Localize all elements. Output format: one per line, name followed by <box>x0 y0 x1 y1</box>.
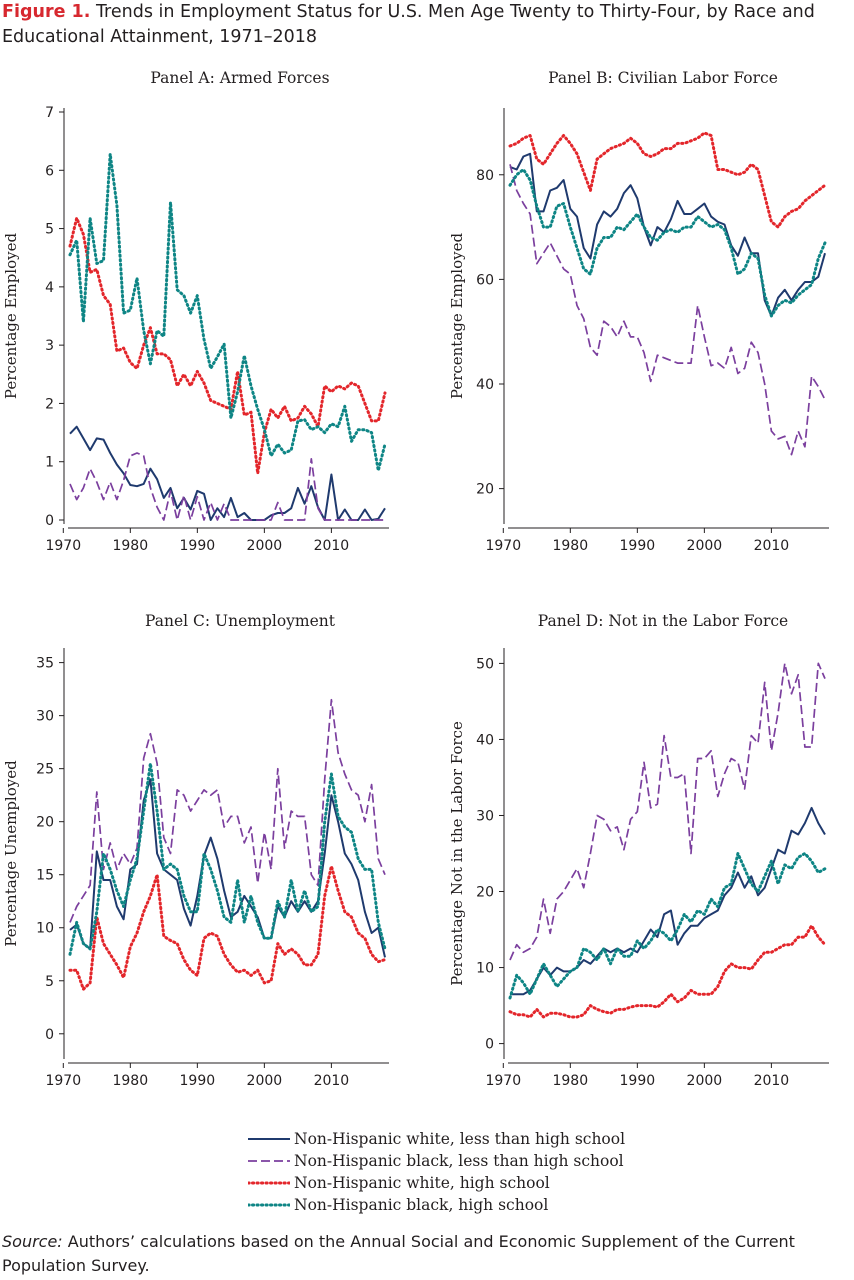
legend: Non-Hispanic white, less than high schoo… <box>248 1128 625 1216</box>
y-tick-label: 4 <box>45 280 54 296</box>
y-tick-label: 3 <box>45 338 54 354</box>
legend-swatch <box>248 1181 290 1185</box>
legend-swatch <box>248 1138 290 1140</box>
y-tick-label: 0 <box>45 1027 54 1043</box>
legend-label: Non-Hispanic black, less than high schoo… <box>294 1152 624 1170</box>
legend-item: Non-Hispanic black, high school <box>248 1194 625 1216</box>
chart-panel: Panel B: Civilian Labor Force Percentage … <box>448 69 829 554</box>
y-tick-label: 0 <box>485 1037 494 1053</box>
y-tick-label: 60 <box>476 272 494 288</box>
x-tick-label: 2010 <box>314 538 350 554</box>
series-line-3 <box>508 924 827 1019</box>
x-tick-label: 1980 <box>112 538 148 554</box>
x-tick-label: 1980 <box>112 1073 148 1089</box>
x-tick-label: 2000 <box>247 538 283 554</box>
series-line-3 <box>68 216 387 475</box>
x-tick-label: 1970 <box>485 1073 521 1089</box>
legend-swatch <box>248 1203 290 1207</box>
series-line-2 <box>509 662 826 961</box>
series-line-1 <box>510 806 826 996</box>
legend-swatch <box>248 1160 290 1162</box>
figure-title: Figure 1. Trends in Employment Status fo… <box>2 0 852 50</box>
panel-title: Panel A: Armed Forces <box>150 69 329 87</box>
series-line-4 <box>508 168 827 318</box>
legend-label: Non-Hispanic black, high school <box>294 1196 549 1214</box>
y-axis-label: Percentage Employed <box>2 233 20 400</box>
y-tick-label: 0 <box>45 513 54 529</box>
series-line-3 <box>68 864 387 991</box>
panel-title: Panel C: Unemployment <box>145 612 336 630</box>
y-tick-label: 50 <box>476 656 494 672</box>
x-tick-label: 2000 <box>687 538 723 554</box>
y-tick-label: 5 <box>45 222 54 238</box>
series-line-2 <box>69 698 386 923</box>
legend-label: Non-Hispanic white, less than high schoo… <box>294 1130 626 1148</box>
x-tick-label: 2010 <box>314 1073 350 1089</box>
figure-label: Figure 1. <box>2 2 91 22</box>
y-tick-label: 15 <box>36 868 54 884</box>
y-tick-label: 20 <box>476 482 494 498</box>
y-tick-label: 30 <box>36 709 54 725</box>
y-tick-label: 40 <box>476 377 494 393</box>
x-tick-label: 1990 <box>620 1073 656 1089</box>
y-tick-label: 20 <box>476 885 494 901</box>
y-tick-label: 25 <box>36 762 54 778</box>
x-tick-label: 1990 <box>620 538 656 554</box>
series-line-3 <box>508 131 827 229</box>
panel-title: Panel B: Civilian Labor Force <box>548 69 778 87</box>
legend-item: Non-Hispanic white, high school <box>248 1172 625 1194</box>
y-axis-label: Percentage Unemployed <box>2 760 20 947</box>
series-line-2 <box>69 452 385 521</box>
legend-label: Non-Hispanic white, high school <box>294 1174 550 1192</box>
y-axis-label: Percentage Employed <box>448 233 466 400</box>
y-tick-label: 5 <box>45 974 54 990</box>
x-tick-label: 1970 <box>485 538 521 554</box>
source-note: Source: Authors’ calculations based on t… <box>2 1230 852 1278</box>
source-text: Authors’ calculations based on the Annua… <box>2 1232 795 1275</box>
y-tick-label: 40 <box>476 732 494 748</box>
x-tick-label: 1990 <box>180 1073 216 1089</box>
x-tick-label: 1980 <box>552 538 588 554</box>
legend-item: Non-Hispanic black, less than high schoo… <box>248 1150 625 1172</box>
y-tick-label: 2 <box>45 396 54 412</box>
x-tick-label: 2000 <box>687 1073 723 1089</box>
series-line-1 <box>69 778 386 958</box>
chart-panel: Panel C: Unemployment Percentage Unemploy… <box>2 612 389 1089</box>
x-tick-label: 1970 <box>45 538 81 554</box>
chart-panel: Panel A: Armed Forces Percentage Employed… <box>2 69 389 554</box>
series-line-4 <box>68 152 387 472</box>
panel-title: Panel D: Not in the Labor Force <box>538 612 788 630</box>
series-line-4 <box>68 761 387 956</box>
y-tick-label: 6 <box>45 163 54 179</box>
y-tick-label: 10 <box>36 921 54 937</box>
series-line-2 <box>509 164 826 456</box>
chart-panel: Panel D: Not in the Labor Force Percentag… <box>448 612 829 1089</box>
x-tick-label: 2010 <box>754 1073 790 1089</box>
series-line-1 <box>69 425 386 521</box>
source-lead: Source: <box>2 1232 63 1251</box>
legend-item: Non-Hispanic white, less than high schoo… <box>248 1128 625 1150</box>
series-line-4 <box>508 852 827 1000</box>
y-axis-label: Percentage Not in the Labor Force <box>448 721 466 986</box>
y-tick-label: 10 <box>476 961 494 977</box>
x-tick-label: 1970 <box>45 1073 81 1089</box>
figure-title-text: Trends in Employment Status for U.S. Men… <box>2 2 815 47</box>
y-tick-label: 80 <box>476 168 494 184</box>
y-tick-label: 35 <box>36 656 54 672</box>
x-tick-label: 2000 <box>247 1073 283 1089</box>
x-tick-label: 1990 <box>180 538 216 554</box>
y-tick-label: 1 <box>45 455 54 471</box>
x-tick-label: 2010 <box>754 538 790 554</box>
y-tick-label: 7 <box>45 105 54 121</box>
y-tick-label: 30 <box>476 808 494 824</box>
series-line-1 <box>509 152 826 317</box>
x-tick-label: 1980 <box>552 1073 588 1089</box>
y-tick-label: 20 <box>36 815 54 831</box>
